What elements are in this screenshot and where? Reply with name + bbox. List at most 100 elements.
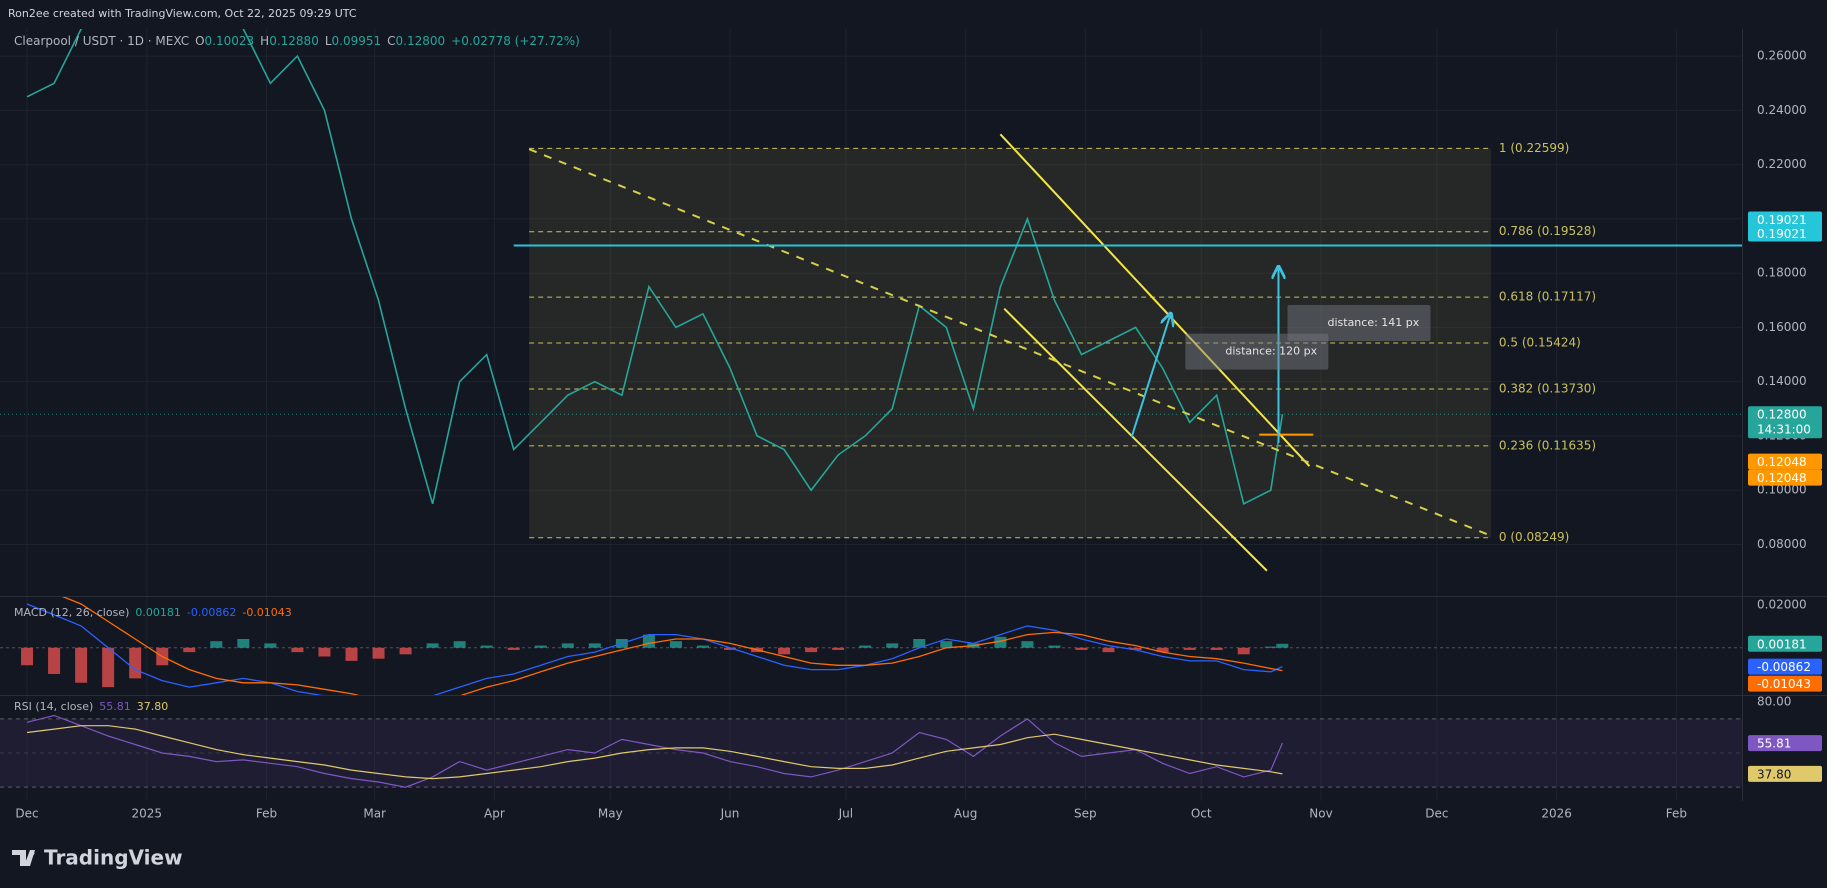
histogram-bar xyxy=(1021,641,1034,648)
histogram-bar xyxy=(399,647,412,655)
legend: Clearpool / USDT · 1D · MEXC O0.10023 H0.1… xyxy=(14,34,580,48)
histogram-bar xyxy=(669,641,682,648)
x-tick-label: Nov xyxy=(1309,807,1332,821)
histogram-bar xyxy=(805,647,818,653)
x-tick-label: Oct xyxy=(1191,807,1212,821)
ohlc-value: 0.09951 xyxy=(332,34,382,48)
y-tick-label: 80.00 xyxy=(1757,694,1791,708)
fib-label: 0.382 (0.13730) xyxy=(1499,382,1596,396)
histogram-bar xyxy=(318,647,331,657)
histogram-bar xyxy=(994,636,1007,648)
histogram-bar xyxy=(426,643,439,648)
price-label: 0.12048 xyxy=(1757,471,1807,485)
price-label-box xyxy=(1748,225,1822,242)
distance-label: distance: 120 px xyxy=(1225,345,1317,358)
x-tick-label: Mar xyxy=(363,807,386,821)
labels: Dec 2025 Feb Mar Apr May Jun Jul Aug Sep Oct Nov Dec… xyxy=(14,34,1822,821)
y-tick-label: 0.22000 xyxy=(1757,157,1807,171)
ohlc-key: C xyxy=(387,34,395,48)
histogram-bar xyxy=(1264,646,1277,648)
price-label-box xyxy=(1748,453,1822,470)
change: +0.02778 (+27.72%) xyxy=(451,34,580,48)
price-label-box xyxy=(1748,658,1822,675)
histogram-bar xyxy=(886,643,899,648)
indicator-line xyxy=(26,714,1283,788)
x-tick-label: Dec xyxy=(1425,807,1448,821)
histogram-bar xyxy=(1048,645,1061,648)
histogram-bar xyxy=(291,647,304,653)
histogram-bar xyxy=(534,645,547,648)
histogram-bar xyxy=(48,647,61,674)
histogram-bar xyxy=(480,645,493,648)
indicator-title: MACD (12, 26, close) xyxy=(14,606,129,619)
x-tick-label: May xyxy=(598,807,623,821)
x-tick-label: Dec xyxy=(15,807,38,821)
histogram-bar xyxy=(1276,643,1289,648)
histogram-bar xyxy=(1102,647,1115,653)
fib-label: 0.236 (0.11635) xyxy=(1499,438,1596,452)
fib-label: 1 (0.22599) xyxy=(1499,141,1569,155)
histogram-bar xyxy=(129,647,142,679)
y-tick-label: 0.16000 xyxy=(1757,320,1807,334)
ohlc-key: L xyxy=(325,34,332,48)
price-label-box xyxy=(1748,635,1822,652)
countdown: 14:31:00 xyxy=(1757,423,1811,437)
legend-value: 55.81 xyxy=(99,700,131,713)
indicator-line xyxy=(62,597,1283,695)
histogram-bar xyxy=(507,647,520,650)
histogram-bar xyxy=(1075,647,1088,650)
x-tick-label: Jun xyxy=(720,807,740,821)
ohlc-value: 0.12800 xyxy=(396,34,446,48)
histogram-bar xyxy=(696,645,709,648)
legend: RSI (14, close) 55.81 37.80 xyxy=(14,700,168,713)
price-label: 0.12800 xyxy=(1757,408,1807,422)
x-tick-label: 2025 xyxy=(132,807,163,821)
histogram-bar xyxy=(75,647,88,683)
trendline xyxy=(1003,307,1268,572)
histogram-bar xyxy=(345,647,358,661)
indicator-title: RSI (14, close) xyxy=(14,700,93,713)
histogram-bar xyxy=(21,647,34,666)
histogram-bar xyxy=(1129,647,1142,650)
histogram-bar xyxy=(1210,647,1223,650)
fib-label: 0.618 (0.17117) xyxy=(1499,290,1596,304)
histogram-bar xyxy=(832,647,845,650)
histogram-bar xyxy=(210,641,223,648)
histogram-bar xyxy=(724,647,737,650)
histogram-bar xyxy=(940,641,953,648)
histogram-bar xyxy=(453,641,466,648)
arrow xyxy=(1130,315,1171,438)
price-label-box xyxy=(1748,211,1822,228)
logo-icon xyxy=(29,850,35,856)
rsi-pane xyxy=(0,696,1742,801)
histogram-bar xyxy=(1156,647,1169,653)
y-tick-label: 0.10000 xyxy=(1757,483,1807,497)
price-label: 55.81 xyxy=(1757,737,1791,751)
distance-box xyxy=(1287,305,1431,342)
price-label-box xyxy=(1748,675,1822,692)
rsi-band xyxy=(0,718,1742,788)
symbol: Clearpool / USDT · 1D · MEXC xyxy=(14,34,189,48)
price-label: 0.19021 xyxy=(1757,213,1807,227)
price-label: -0.01043 xyxy=(1757,677,1811,691)
price-pane xyxy=(0,29,1742,596)
price-label: 37.80 xyxy=(1757,767,1791,781)
credit: Ron2ee created with TradingView.com, Oct… xyxy=(8,7,357,20)
distance-box xyxy=(1185,333,1329,370)
legend: MACD (12, 26, close) 0.00181 -0.00862 -0.01… xyxy=(14,606,292,619)
histogram-bar xyxy=(588,643,601,648)
y-tick-label: 0.08000 xyxy=(1757,537,1807,551)
ohlc-value: 0.12880 xyxy=(269,34,319,48)
ohlc-value: 0.10023 xyxy=(205,34,255,48)
fib-label: 0 (0.08249) xyxy=(1499,530,1569,544)
x-tick-label: Jul xyxy=(838,807,853,821)
y-tick-label: 0.14000 xyxy=(1757,374,1807,388)
distance-label: distance: 141 px xyxy=(1327,316,1419,329)
histogram-bar xyxy=(859,645,872,648)
histogram-bar xyxy=(102,647,115,688)
price-label: 0.00181 xyxy=(1757,637,1807,651)
fib-label: 0.5 (0.15424) xyxy=(1499,336,1581,350)
price-label: 0.19021 xyxy=(1757,227,1807,241)
